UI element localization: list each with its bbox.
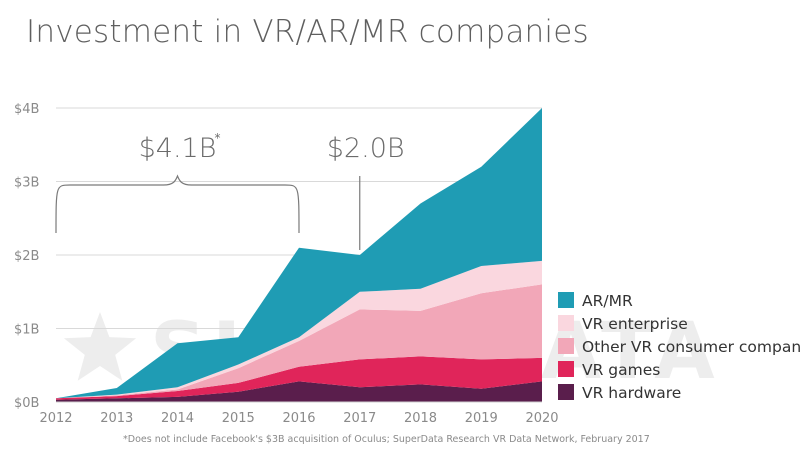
legend-label-other-vr-consumer-companies: Other VR consumer companies: [582, 338, 800, 356]
legend-label-vr-games: VR games: [582, 361, 660, 379]
y-tick-label: $1B: [14, 323, 39, 338]
y-tick-label: $3B: [14, 176, 39, 191]
legend-swatch-ar-mr: [558, 292, 574, 308]
x-tick-label: 2019: [465, 411, 498, 426]
chart-title: Investment in VR/AR/MR companies: [26, 14, 589, 50]
x-tick-label: 2013: [100, 411, 133, 426]
y-tick-label: $0B: [14, 396, 39, 411]
legend-label-vr-enterprise: VR enterprise: [582, 315, 688, 333]
legend-label-vr-hardware: VR hardware: [582, 384, 681, 402]
area-vr-enterprise: [56, 260, 542, 399]
annotation-label-4-1b: $4.1B: [139, 133, 217, 164]
x-tick-label: 2014: [161, 411, 194, 426]
x-tick-label: 2017: [343, 411, 376, 426]
watermark-star-icon: [63, 312, 137, 381]
annotation-label-2-0b: $2.0B: [327, 133, 405, 164]
area-vr-games: [56, 356, 542, 400]
legend-swatch-vr-hardware: [558, 384, 574, 400]
legend-label-ar-mr: AR/MR: [582, 292, 633, 310]
x-tick-label: 2018: [404, 411, 437, 426]
legend-swatch-other-vr-consumer-companies: [558, 338, 574, 354]
legend-swatch-vr-enterprise: [558, 315, 574, 331]
annotation-asterisk: *: [215, 131, 221, 145]
x-tick-label: 2015: [222, 411, 255, 426]
area-ar-mr: [56, 108, 542, 399]
legend-swatch-vr-games: [558, 361, 574, 377]
footnote: *Does not include Facebook's $3B acquisi…: [123, 434, 650, 445]
annotation-brace: [55, 174, 300, 234]
y-tick-label: $2B: [14, 249, 39, 264]
x-tick-label: 2016: [282, 411, 315, 426]
area-vr-hardware: [56, 381, 542, 402]
x-tick-label: 2012: [39, 411, 72, 426]
y-tick-label: $4B: [14, 102, 39, 117]
x-tick-label: 2020: [525, 411, 558, 426]
area-other-vr-consumer-companies: [56, 284, 542, 399]
